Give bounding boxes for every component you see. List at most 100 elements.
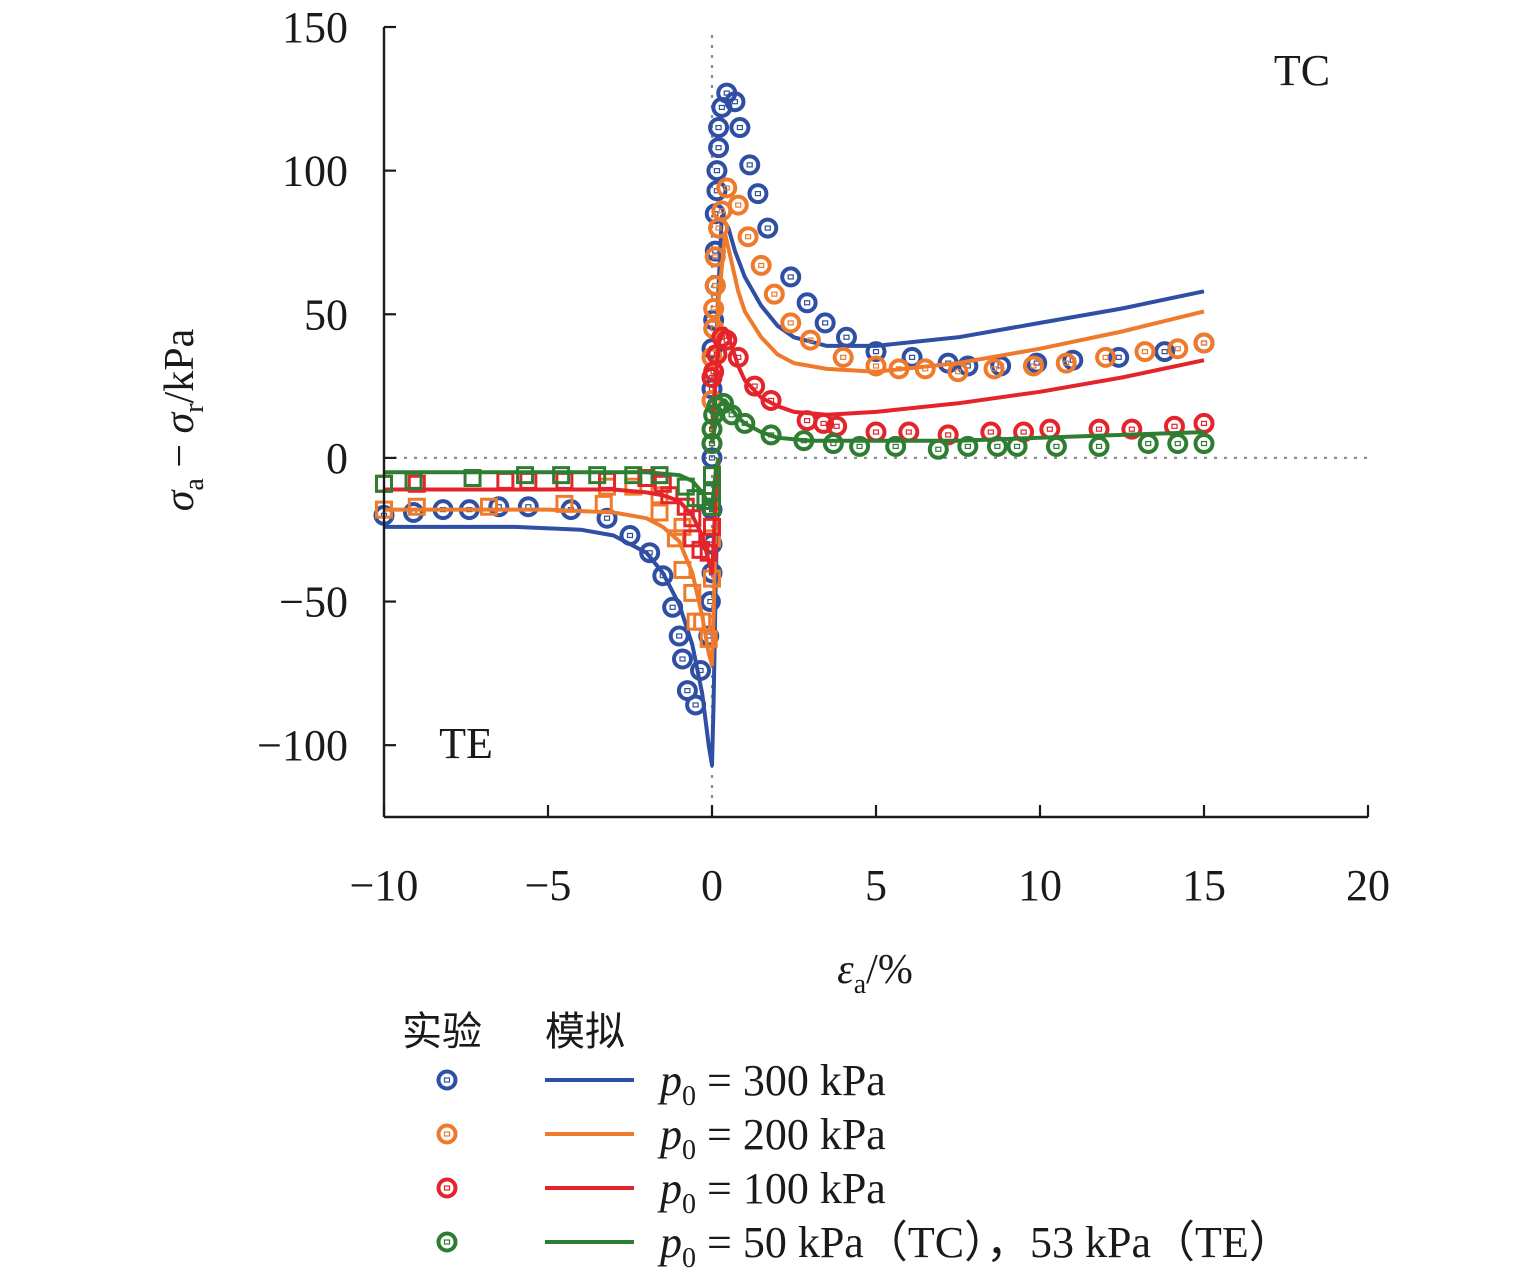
legend-entry-0: p0 = 300 kPa — [436, 1056, 886, 1112]
experiment-tc-marker — [704, 246, 726, 268]
x-axis-title: εa/% — [837, 947, 913, 1000]
experiment-tc-marker-core — [713, 168, 721, 174]
experiment-tc-marker-core — [1063, 360, 1070, 366]
x-axis-title-sub: a — [854, 969, 867, 1000]
experiment-tc-marker — [760, 424, 782, 446]
y-axis-title-sub1: a — [179, 478, 210, 491]
experiment-tc-marker — [947, 361, 969, 383]
experiment-tc-marker — [1193, 412, 1215, 434]
experiment-tc-marker-core — [712, 254, 719, 260]
experiment-tc-marker — [983, 358, 1005, 380]
x-tick-label: 15 — [1182, 861, 1226, 910]
experiment-te-marker — [496, 471, 515, 490]
experiment-te-marker — [639, 542, 661, 564]
legend-experiment-marker — [436, 1069, 458, 1091]
experiment-tc-marker-core — [1095, 426, 1103, 432]
y-axis-title-sub2: r — [179, 403, 210, 413]
y-axis-title-var2: σ — [157, 410, 203, 433]
experiment-te-marker — [668, 625, 690, 647]
experiment-te-marker — [403, 501, 425, 523]
experiment-tc-marker — [1088, 435, 1110, 457]
experiment-tc-marker — [793, 430, 815, 452]
experiment-tc-marker — [814, 312, 836, 334]
experiment-te-marker — [650, 503, 669, 522]
experiment-te-marker — [588, 466, 607, 485]
experiment-tc-marker — [734, 412, 756, 434]
series-1 — [375, 177, 1215, 667]
experiment-tc-marker-core — [1053, 443, 1060, 450]
experiment-te-marker-core — [626, 532, 634, 539]
experiment-tc-marker — [780, 266, 802, 288]
experiment-tc-marker-core — [872, 429, 880, 435]
experiment-tc-marker-core — [820, 420, 827, 427]
experiment-te-marker — [703, 466, 721, 485]
experiment-tc-marker-core — [718, 104, 725, 111]
experiment-te-marker — [652, 565, 674, 587]
x-axis-title-unit: /% — [866, 947, 913, 993]
experiment-tc-marker-core — [895, 366, 903, 372]
experiment-tc-marker — [796, 292, 818, 314]
experiment-te-marker — [488, 496, 510, 518]
experiment-tc-marker — [739, 154, 761, 176]
experiment-te-marker — [517, 496, 539, 518]
experiment-tc-marker — [901, 346, 923, 368]
experiment-te-marker — [693, 612, 712, 631]
y-axis-title-op: − — [157, 433, 203, 478]
experiment-tc-marker — [703, 298, 725, 320]
experiment-tc-marker — [737, 226, 759, 248]
legend-label: p0 = 100 kPa — [657, 1164, 886, 1220]
y-axis-title-unit: /kPa — [157, 328, 203, 403]
experiment-tc-marker — [757, 217, 779, 239]
experiment-tc-marker-core — [856, 443, 863, 450]
experiment-te-marker — [676, 477, 695, 496]
experiment-te-marker — [407, 497, 426, 516]
experiment-tc-marker — [750, 254, 772, 276]
experiment-tc-marker-core — [764, 225, 771, 231]
experiment-tc-marker-core — [720, 400, 727, 406]
experiment-tc-marker-core — [1020, 429, 1027, 435]
experiment-tc-marker-core — [715, 225, 722, 231]
experiment-te-marker — [662, 596, 684, 618]
experiment-tc-marker-core — [715, 145, 722, 151]
experiment-te-marker — [404, 471, 423, 490]
region-label-tc: TC — [1274, 46, 1330, 95]
experiment-tc-marker-core — [718, 208, 725, 214]
experiment-te-marker — [555, 494, 574, 513]
experiment-tc-marker-core — [807, 337, 814, 343]
simulation-line-tc — [710, 231, 1205, 444]
experiment-tc-marker-core — [1200, 420, 1208, 427]
simulation-line-te — [384, 457, 721, 768]
experiment-tc-marker — [937, 424, 959, 446]
experiment-tc-marker-core — [954, 369, 962, 375]
experiment-tc-marker-core — [945, 432, 952, 438]
experiment-tc-marker-core — [767, 397, 775, 404]
y-axis-title-var1: σ — [157, 488, 203, 511]
experiment-tc-marker-core — [872, 349, 880, 355]
experiment-tc-marker-core — [787, 274, 794, 280]
experiment-tc-marker-core — [723, 337, 730, 343]
experiment-te-marker — [594, 494, 613, 513]
experiment-tc-marker-core — [908, 354, 916, 360]
experiment-tc-marker-core — [787, 320, 794, 326]
legend-label: p0 = 200 kPa — [657, 1110, 886, 1166]
experiment-tc-marker — [780, 312, 802, 334]
experiment-te-marker-core — [676, 633, 683, 639]
region-label-te: TE — [439, 719, 493, 768]
legend-header-experiment: 实验 — [402, 1009, 482, 1055]
experiment-te-marker — [699, 591, 721, 613]
experiment-tc-marker-core — [723, 185, 730, 191]
experiment-tc-marker — [1193, 433, 1215, 455]
experiment-te-marker-core — [646, 550, 653, 556]
experiment-tc-marker-core — [922, 366, 929, 372]
experiment-tc-marker-core — [1013, 443, 1021, 450]
experiment-tc-marker-core — [905, 429, 912, 435]
experiment-tc-marker-core — [754, 191, 762, 197]
experiment-tc-marker-core — [872, 363, 880, 369]
experiment-te-marker-core — [669, 604, 676, 610]
experiment-te-marker-core — [692, 702, 699, 708]
experiment-tc-marker-core — [708, 455, 716, 461]
experiment-tc-marker — [1055, 352, 1077, 374]
experiment-te-marker — [552, 466, 571, 485]
legend-experiment-marker-core — [443, 1239, 451, 1245]
